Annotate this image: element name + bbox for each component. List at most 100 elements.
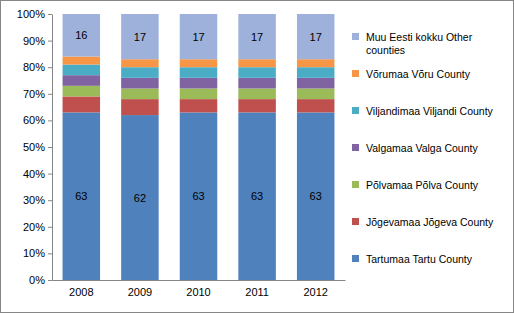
tick-label: 2012 [303,286,327,298]
tick-label: 30% [23,194,45,206]
legend-label: Põlvamaa Põlva County [366,179,479,191]
bar-segment [180,14,218,59]
chart-area [1,1,514,313]
tick-mark [48,147,52,148]
legend-swatch [352,181,359,188]
bar-segment [238,67,276,78]
axis-line [52,15,53,281]
tick-mark [48,227,52,228]
bar-segment [63,112,101,280]
tick-label: 40% [23,168,45,180]
tick-label: 2010 [186,286,210,298]
tick: 90% [23,35,52,47]
y-axis: 0%10%20%30%40%50%60%70%80%90%100% [17,8,53,286]
tick-label: 50% [23,141,45,153]
chart: 636263636316171717170%10%20%30%40%50%60%… [0,0,514,313]
series [63,14,335,59]
bar-segment [238,88,276,99]
tick-label: 2009 [128,286,152,298]
legend-item: Võrumaa Võru County [352,68,471,80]
legend-label: Jõgevamaa Jõgeva County [366,216,494,228]
tick: 60% [23,114,52,126]
legend-swatch [352,70,359,77]
bar-segment [63,96,101,112]
tick: 2012 [303,286,327,298]
tick: 70% [23,88,52,100]
tick-mark [48,94,52,95]
bar-segment [121,14,159,59]
tick-label: 60% [23,114,45,126]
tick: 0% [29,274,52,286]
bar-segment [238,14,276,59]
tick-mark [48,200,52,201]
data-label: 17 [251,31,263,43]
axis-line [53,280,346,281]
tick-label: 90% [23,35,45,47]
series [63,96,335,115]
legend-item: Põlvamaa Põlva County [352,179,479,191]
bar-segment [121,115,159,280]
tick-label: 20% [23,221,45,233]
legend: Muu Eesti kokku OthercountiesVõrumaa Võr… [352,31,494,265]
bar-segment [238,59,276,67]
legend-item: Valgamaa Valga County [352,142,478,154]
tick: 40% [23,168,52,180]
tick-mark [48,41,52,42]
tick-mark [48,253,52,254]
data-label: 63 [251,190,263,202]
bar-segment [180,99,218,112]
bars [63,14,335,280]
legend-swatch [352,255,359,262]
bar-segment [121,67,159,78]
legend-label: Viljandimaa Viljandi County [366,105,494,117]
bar-segment [121,59,159,67]
tick-mark [48,67,52,68]
tick-mark [48,120,52,121]
bar-segment [297,112,335,280]
data-label: 63 [75,190,87,202]
tick-label: 70% [23,88,45,100]
legend-label: Valgamaa Valga County [366,142,478,154]
tick-mark [48,280,52,281]
legend-item: Viljandimaa Viljandi County [352,105,494,117]
legend-item: Tartumaa Tartu County [352,253,473,265]
bar-segment [297,59,335,67]
data-label: 17 [192,31,204,43]
tick: 30% [23,194,52,206]
data-label: 62 [134,192,146,204]
bar-segment [63,86,101,97]
tick-label: 2011 [245,286,269,298]
legend-label: Võrumaa Võru County [366,68,471,80]
data-label: 63 [192,190,204,202]
bar-segment [297,99,335,112]
legend-swatch [352,107,359,114]
bar-segment [121,88,159,99]
legend-swatch [352,33,359,40]
bar-segment [63,14,101,57]
legend-label: Tartumaa Tartu County [366,253,473,265]
data-label: 16 [75,29,87,41]
bar-segment [63,57,101,65]
legend-item: Jõgevamaa Jõgeva County [352,216,494,228]
tick-label: 80% [23,61,45,73]
x-axis: 2008 2009 2010 2011 2012 [53,281,346,298]
bar-segment [180,112,218,280]
bar-segment [121,99,159,115]
bar-segment [238,78,276,89]
data-label: 63 [310,190,322,202]
bar-segment [180,78,218,89]
data-label: 17 [310,31,322,43]
tick-label: 10% [23,247,45,259]
tick: 2010 [186,286,210,298]
tick: 20% [23,221,52,233]
tick: 50% [23,141,52,153]
legend-swatch [352,144,359,151]
bar-segment [297,14,335,59]
tick: 2008 [69,286,93,298]
tick-label: 2008 [69,286,93,298]
tick: 10% [23,247,52,259]
bar-segment [297,78,335,89]
bar-segment [63,75,101,86]
tick-mark [48,14,52,15]
bar-segment [238,99,276,112]
